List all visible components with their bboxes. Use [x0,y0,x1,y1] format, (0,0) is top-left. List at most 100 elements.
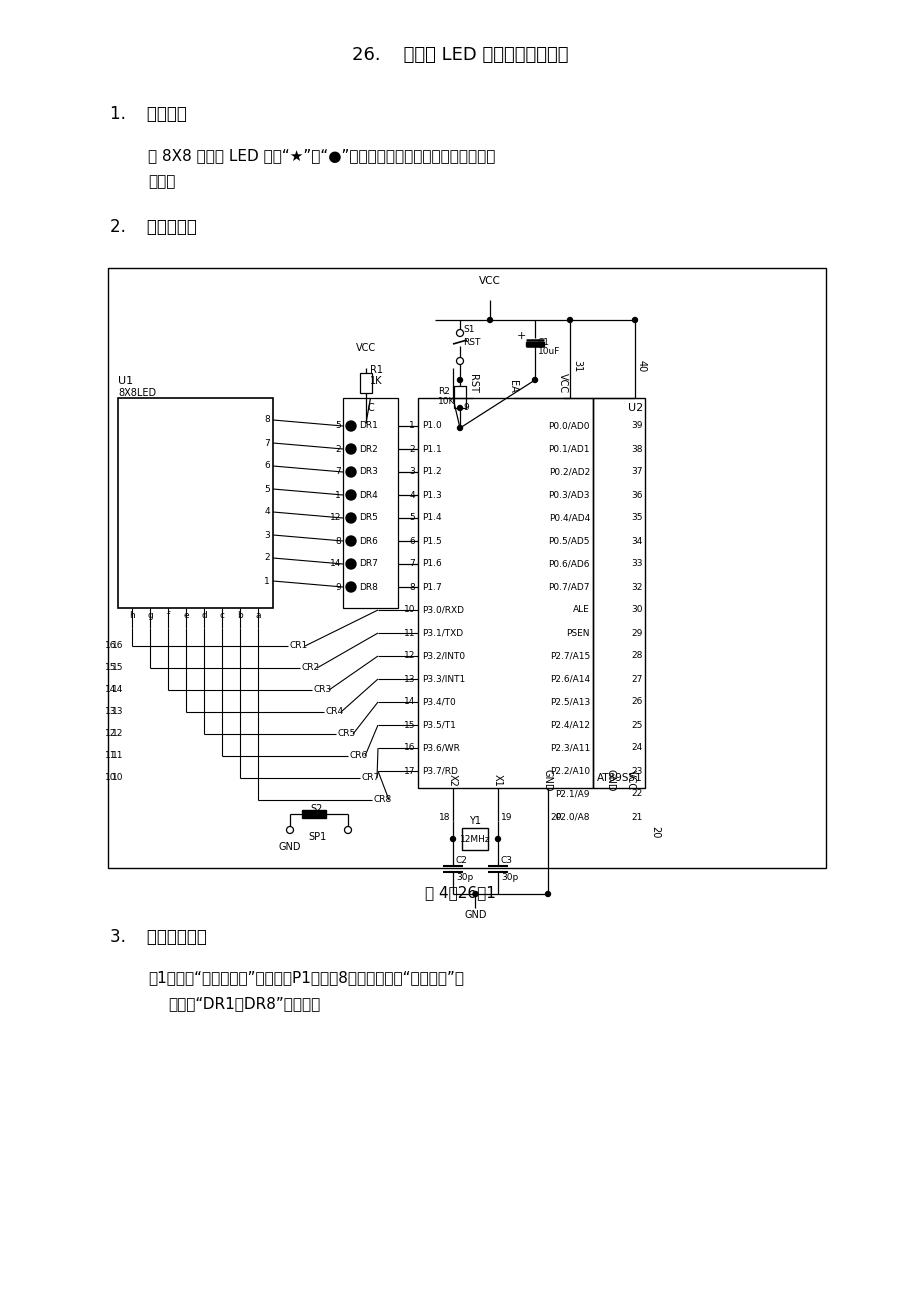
Bar [526,342,543,346]
Text: 1: 1 [409,422,414,431]
Text: 26: 26 [631,698,642,707]
Text: 32: 32 [631,582,642,591]
Text: 12: 12 [105,729,116,738]
Text: 5: 5 [335,422,341,431]
Text: 6: 6 [409,536,414,546]
Text: 19: 19 [501,812,512,822]
Text: 7: 7 [335,467,341,477]
Text: 10uF: 10uF [538,348,560,355]
Text: DR1: DR1 [358,422,378,431]
Text: 12: 12 [111,729,123,738]
Text: 20: 20 [550,812,561,822]
Text: CR8: CR8 [374,796,391,805]
Text: P2.4/A12: P2.4/A12 [550,720,589,729]
Text: 16: 16 [105,642,116,651]
Text: a: a [255,611,260,620]
Text: 9: 9 [335,582,341,591]
Text: DR5: DR5 [358,513,378,522]
Text: 39: 39 [630,422,642,431]
Circle shape [346,490,356,500]
Text: 3: 3 [264,530,269,539]
Circle shape [450,836,455,841]
Text: CR4: CR4 [325,707,344,716]
Text: P0.0/AD0: P0.0/AD0 [548,422,589,431]
Circle shape [456,358,463,365]
Circle shape [346,582,356,592]
Text: R1: R1 [369,365,382,375]
Text: CR3: CR3 [313,685,332,694]
Text: 14: 14 [329,560,341,569]
Text: AT89S51: AT89S51 [596,773,642,783]
Circle shape [457,426,462,431]
Text: EA: EA [507,380,517,393]
Text: X1: X1 [493,773,503,786]
Text: GND: GND [542,768,552,792]
Text: 10: 10 [111,773,123,783]
Text: P1.1: P1.1 [422,444,441,453]
Text: 14: 14 [111,685,123,694]
Text: 12: 12 [403,651,414,660]
Circle shape [495,836,500,841]
Text: 16: 16 [111,642,123,651]
Circle shape [346,513,356,523]
Text: 8X8LED: 8X8LED [118,388,156,398]
Text: 11: 11 [403,629,414,638]
Text: 30p: 30p [501,874,517,881]
Text: 图 4．26．1: 图 4．26．1 [424,885,495,900]
Text: e: e [183,611,188,620]
Text: P2.7/A15: P2.7/A15 [550,651,589,660]
Text: 27: 27 [631,674,642,684]
Bar [593,398,644,788]
Text: C2: C2 [456,855,468,865]
Text: 17: 17 [403,767,414,776]
Text: （1）．把“单片机系统”区域中的P1端口用8芝排芯连接到“点阵模块”区: （1）．把“单片机系统”区域中的P1端口用8芝排芯连接到“点阵模块”区 [148,970,463,986]
Text: P3.1/TXD: P3.1/TXD [422,629,462,638]
Text: b: b [237,611,243,620]
Text: 10: 10 [105,773,116,783]
Text: g: g [147,611,153,620]
Text: GND: GND [278,842,301,852]
Text: CR2: CR2 [301,664,320,673]
Text: 8: 8 [335,536,341,546]
Circle shape [346,467,356,477]
Text: 29: 29 [631,629,642,638]
Text: +: + [516,331,526,341]
Text: 28: 28 [631,651,642,660]
Text: 7: 7 [264,439,269,448]
Text: 10: 10 [403,605,414,615]
Text: P1.7: P1.7 [422,582,441,591]
Text: 25: 25 [631,720,642,729]
Circle shape [532,378,537,383]
Text: P3.2/INT0: P3.2/INT0 [422,651,465,660]
Text: C3: C3 [501,855,513,865]
Text: RST: RST [462,339,480,348]
Text: CR1: CR1 [289,642,308,651]
Text: 3: 3 [409,467,414,477]
Text: 2: 2 [335,444,341,453]
Text: 15: 15 [105,664,116,673]
Text: P2.0/A8: P2.0/A8 [555,812,589,822]
Text: 6: 6 [264,461,269,470]
Text: 8: 8 [264,415,269,424]
Text: P0.2/AD2: P0.2/AD2 [548,467,589,477]
Text: h: h [129,611,135,620]
Text: P3.3/INT1: P3.3/INT1 [422,674,465,684]
Text: 5: 5 [264,484,269,493]
Text: DR4: DR4 [358,491,378,500]
Text: VCC: VCC [625,769,635,790]
Text: 11: 11 [111,751,123,760]
Text: 37: 37 [630,467,642,477]
Text: P3.0/RXD: P3.0/RXD [422,605,463,615]
Circle shape [346,421,356,431]
Text: 14: 14 [403,698,414,707]
Circle shape [286,827,293,833]
Circle shape [346,444,356,454]
Text: 5: 5 [409,513,414,522]
Text: P1.3: P1.3 [422,491,441,500]
Text: 2: 2 [409,444,414,453]
Text: 13: 13 [111,707,123,716]
Text: SP1: SP1 [308,832,326,842]
Circle shape [457,405,462,410]
Text: DR3: DR3 [358,467,378,477]
Text: 38: 38 [630,444,642,453]
